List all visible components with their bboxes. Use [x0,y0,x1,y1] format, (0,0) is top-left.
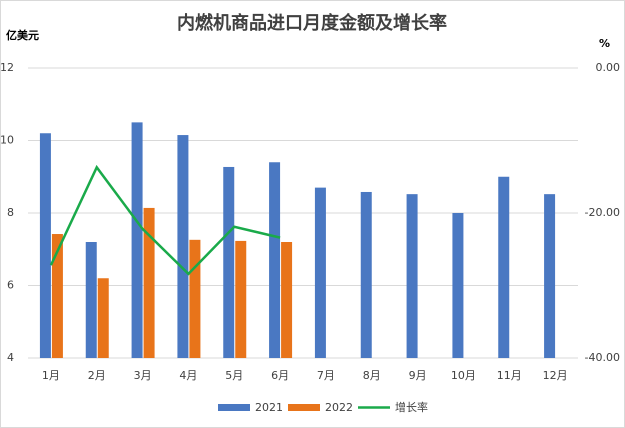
x-tick-label: 1月 [42,369,60,382]
y-tick-label: 4 [7,351,14,364]
bar [97,278,109,358]
bar [314,187,326,358]
bar [131,122,143,358]
x-tick-label: 4月 [179,369,197,382]
y2-tick-label: -20.00 [585,206,620,219]
x-tick-label: 12月 [543,369,568,382]
y-tick-label: 6 [7,279,14,292]
x-tick-label: 2月 [88,369,106,382]
bar [452,213,464,358]
x-tick-label: 6月 [271,369,289,382]
chart-title: 内燃机商品进口月度金额及增长率 [177,12,447,34]
legend-label: 2022 [325,401,353,414]
bar [85,242,97,358]
x-tick-label: 11月 [497,369,522,382]
bar [235,240,247,358]
x-tick-label: 10月 [451,369,476,382]
bar [143,207,155,358]
y-axis-label: 亿美元 [6,28,39,42]
bar [269,162,281,358]
y2-tick-label: 0.00 [596,61,621,74]
x-tick-label: 3月 [134,369,152,382]
x-tick-label: 9月 [409,369,427,382]
legend-label: 增长率 [395,400,428,414]
bar [223,166,235,358]
bar [360,191,372,358]
bar [177,135,189,358]
legend-swatch [288,404,320,411]
y-tick-label: 12 [0,61,14,74]
legend-label: 2021 [255,401,283,414]
bar [544,194,556,358]
y-tick-label: 8 [7,206,14,219]
x-tick-label: 8月 [363,369,381,382]
y2-tick-label: -40.00 [585,351,620,364]
bar [281,242,293,358]
bar [406,194,418,358]
x-tick-label: 7月 [317,369,335,382]
legend-swatch [218,404,250,411]
bar [498,176,510,358]
y-tick-label: 10 [0,134,14,147]
x-tick-label: 5月 [225,369,243,382]
line-series [49,164,281,276]
bar [51,234,63,358]
bar [39,133,51,358]
bar [189,239,201,358]
y2-axis-label: % [599,37,610,50]
